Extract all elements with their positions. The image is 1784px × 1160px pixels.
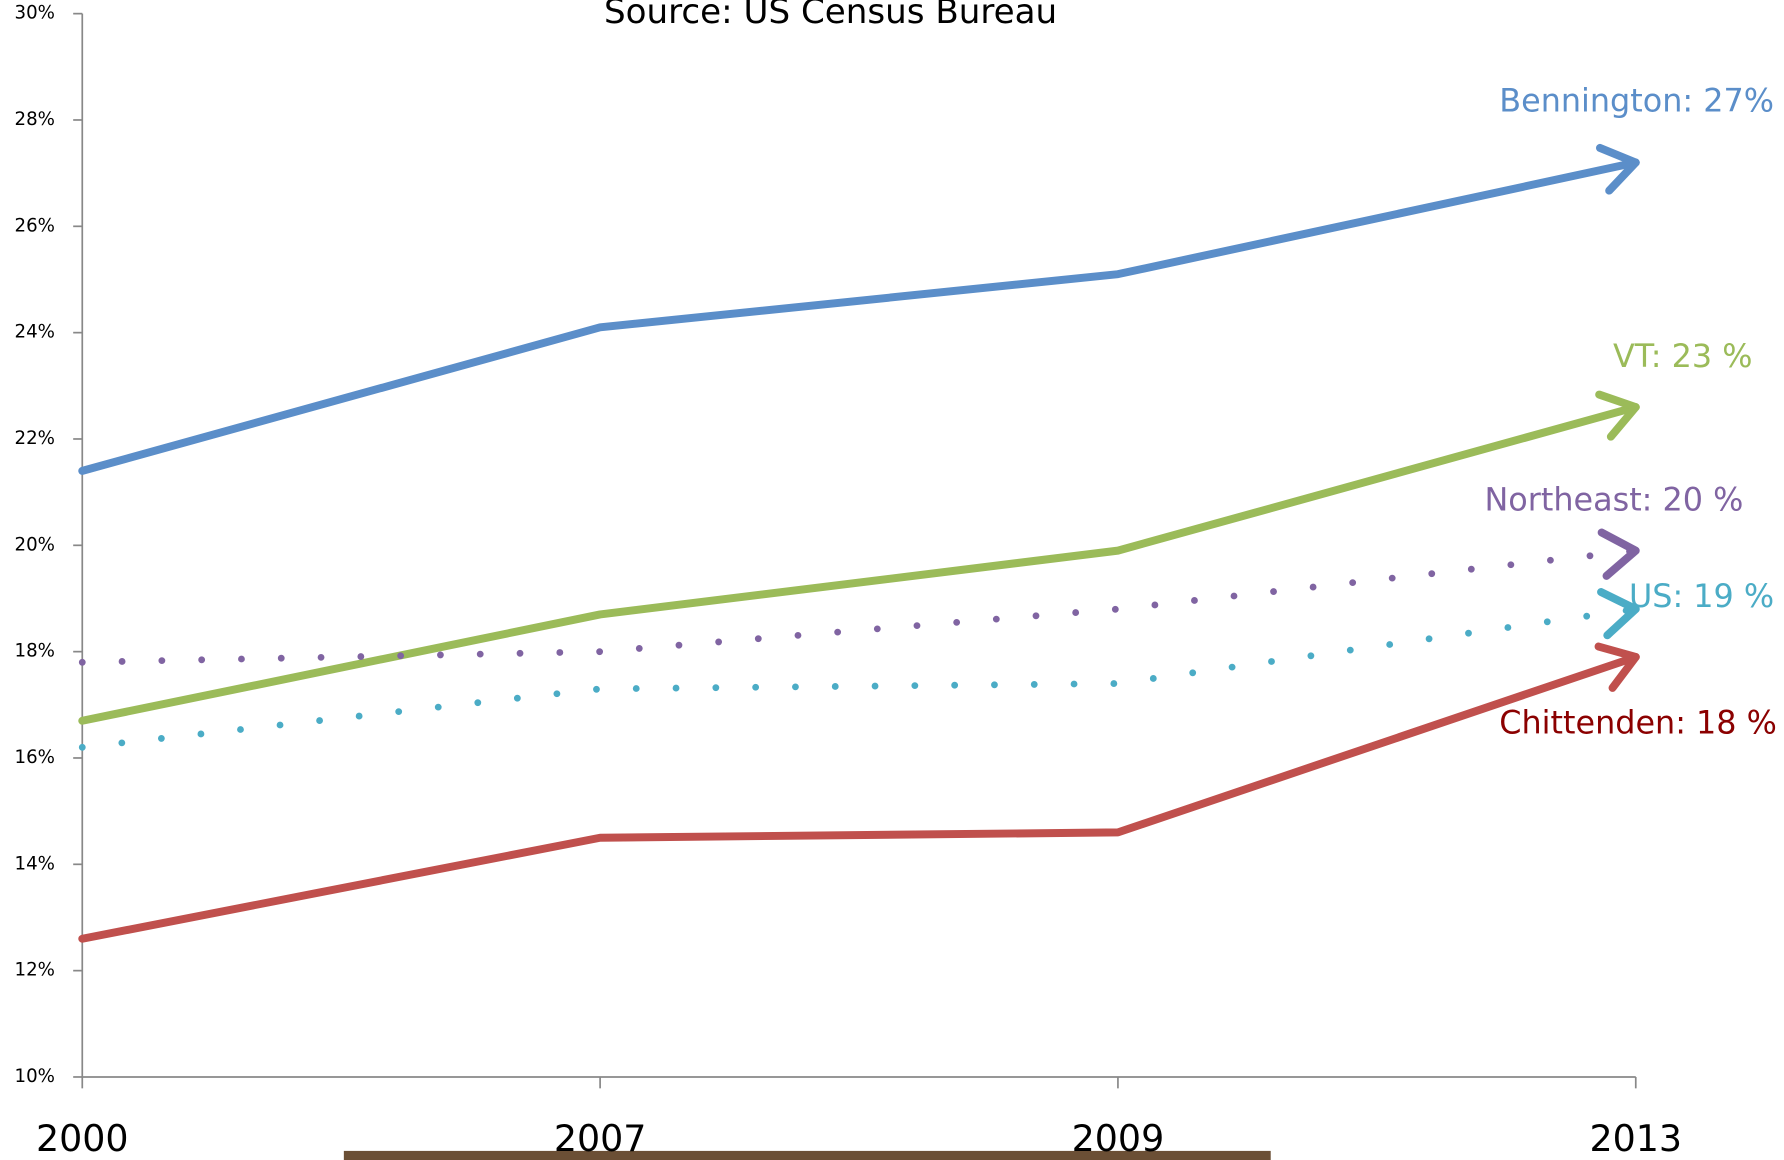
y-tick-label: 28% xyxy=(15,109,55,130)
series-line xyxy=(78,158,1640,475)
chart-subtitle: Source: US Census Bureau xyxy=(604,0,1057,32)
y-tick-label: 18% xyxy=(15,641,55,662)
y-tick-label: 26% xyxy=(15,215,55,236)
series-line xyxy=(78,403,1640,725)
arrow-head xyxy=(1595,390,1640,441)
series-label: VT: 23 % xyxy=(1613,337,1752,375)
y-tick-label: 16% xyxy=(15,747,55,768)
x-tick-label: 2000 xyxy=(36,1117,129,1160)
y-tick-label: 30% xyxy=(15,3,55,24)
photo-strip xyxy=(343,1150,1271,1160)
arrow-head xyxy=(1594,642,1640,692)
series-label: US: 19 % xyxy=(1629,577,1774,615)
series-line xyxy=(78,547,1640,666)
arrow-head xyxy=(1597,588,1640,640)
y-tick-label: 20% xyxy=(15,534,55,555)
series-line xyxy=(78,652,1640,943)
y-tick-label: 22% xyxy=(15,428,55,449)
series-label: Chittenden: 18 % xyxy=(1499,703,1777,741)
series-line xyxy=(78,605,1640,751)
x-tick-label: 2013 xyxy=(1589,1117,1682,1160)
arrow-head xyxy=(1597,528,1640,580)
x-tick-label: 2009 xyxy=(1072,1117,1165,1160)
arrow-head xyxy=(1595,143,1640,195)
y-tick-label: 24% xyxy=(15,322,55,343)
series-label: Bennington: 27% xyxy=(1499,81,1774,119)
series-label: Northeast: 20 % xyxy=(1485,481,1744,519)
x-tick-label: 2007 xyxy=(554,1117,647,1160)
y-tick-label: 12% xyxy=(15,960,55,981)
y-tick-label: 14% xyxy=(15,853,55,874)
y-tick-label: 10% xyxy=(15,1066,55,1087)
